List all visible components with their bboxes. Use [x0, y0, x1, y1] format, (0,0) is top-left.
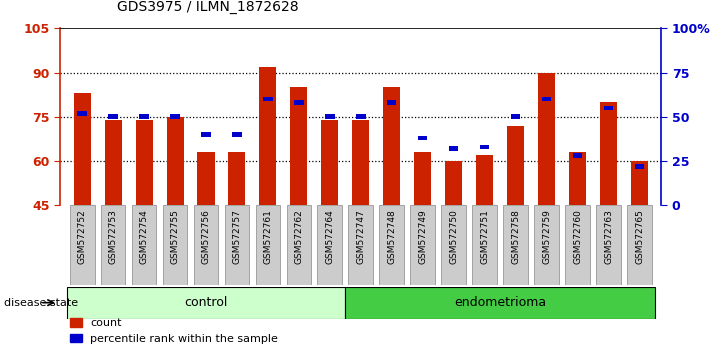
Text: GSM572752: GSM572752	[77, 209, 87, 264]
Bar	[201, 132, 210, 137]
Bar	[263, 97, 272, 102]
Text: endometrioma: endometrioma	[454, 296, 546, 309]
Bar	[480, 144, 489, 149]
Text: GSM572759: GSM572759	[542, 209, 551, 264]
Bar	[418, 136, 427, 141]
Bar	[542, 97, 551, 102]
FancyBboxPatch shape	[225, 205, 250, 285]
FancyBboxPatch shape	[534, 205, 559, 285]
Bar	[635, 164, 644, 169]
Bar	[171, 114, 180, 119]
Text: GSM572764: GSM572764	[326, 209, 334, 264]
FancyBboxPatch shape	[255, 205, 280, 285]
Text: GSM572753: GSM572753	[109, 209, 117, 264]
Bar	[139, 114, 149, 119]
Bar	[228, 152, 245, 205]
Bar	[604, 105, 614, 110]
Bar	[136, 120, 153, 205]
Bar	[511, 114, 520, 119]
FancyBboxPatch shape	[101, 205, 125, 285]
Bar	[415, 152, 432, 205]
Bar	[290, 87, 307, 205]
Bar	[538, 73, 555, 205]
FancyBboxPatch shape	[503, 205, 528, 285]
Text: GSM572760: GSM572760	[573, 209, 582, 264]
Text: GSM572750: GSM572750	[449, 209, 458, 264]
FancyBboxPatch shape	[627, 205, 652, 285]
Bar	[573, 153, 582, 158]
Bar	[166, 117, 183, 205]
Text: GSM572765: GSM572765	[635, 209, 644, 264]
FancyBboxPatch shape	[565, 205, 590, 285]
Bar	[260, 67, 277, 205]
Bar	[108, 114, 118, 119]
Bar	[387, 100, 397, 105]
Bar	[198, 152, 215, 205]
FancyBboxPatch shape	[70, 205, 95, 285]
FancyBboxPatch shape	[163, 205, 188, 285]
FancyBboxPatch shape	[193, 205, 218, 285]
Bar	[321, 120, 338, 205]
Text: GSM572751: GSM572751	[480, 209, 489, 264]
Bar	[232, 132, 242, 137]
Text: GDS3975 / ILMN_1872628: GDS3975 / ILMN_1872628	[117, 0, 299, 14]
Text: GSM572756: GSM572756	[201, 209, 210, 264]
FancyBboxPatch shape	[318, 205, 342, 285]
FancyBboxPatch shape	[380, 205, 404, 285]
Bar	[507, 126, 524, 205]
FancyBboxPatch shape	[442, 205, 466, 285]
Bar	[346, 287, 655, 319]
Bar	[445, 161, 462, 205]
Text: GSM572747: GSM572747	[356, 209, 365, 264]
Bar	[476, 155, 493, 205]
Bar	[569, 152, 586, 205]
Bar	[294, 100, 304, 105]
Text: GSM572754: GSM572754	[139, 209, 149, 264]
Legend: count, percentile rank within the sample: count, percentile rank within the sample	[66, 314, 283, 348]
Text: GSM572755: GSM572755	[171, 209, 179, 264]
Text: GSM572757: GSM572757	[232, 209, 242, 264]
Bar	[353, 120, 369, 205]
Bar	[77, 111, 87, 116]
FancyBboxPatch shape	[472, 205, 497, 285]
Bar	[449, 146, 459, 151]
FancyBboxPatch shape	[132, 205, 156, 285]
FancyBboxPatch shape	[287, 205, 311, 285]
Bar	[631, 161, 648, 205]
Text: GSM572758: GSM572758	[511, 209, 520, 264]
Bar	[74, 93, 90, 205]
Text: GSM572748: GSM572748	[387, 209, 396, 264]
Text: GSM572749: GSM572749	[418, 209, 427, 264]
Text: disease state: disease state	[4, 298, 77, 308]
Bar	[600, 102, 617, 205]
Bar	[67, 287, 346, 319]
Text: GSM572763: GSM572763	[604, 209, 613, 264]
FancyBboxPatch shape	[410, 205, 435, 285]
Bar	[356, 114, 365, 119]
Text: control: control	[184, 296, 228, 309]
Bar	[383, 87, 400, 205]
Text: GSM572761: GSM572761	[264, 209, 272, 264]
FancyBboxPatch shape	[597, 205, 621, 285]
Bar	[105, 120, 122, 205]
FancyBboxPatch shape	[348, 205, 373, 285]
Text: GSM572762: GSM572762	[294, 209, 304, 264]
Bar	[325, 114, 335, 119]
